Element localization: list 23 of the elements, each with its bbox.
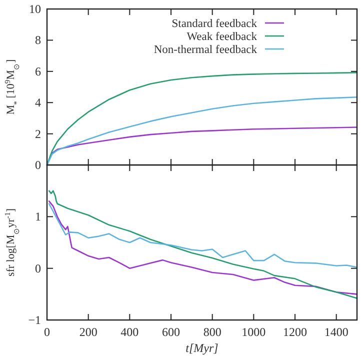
x-tick-label: 0	[44, 325, 50, 339]
y-tick-label: 0	[35, 158, 41, 172]
y-tick-label: 8	[35, 33, 41, 48]
x-axis-title: t[Myr]	[186, 341, 219, 355]
y-tick-label: −1	[28, 313, 41, 327]
legend-label: Non-thermal feedback	[154, 44, 258, 56]
x-tick-label: 1000	[242, 325, 266, 339]
line-series	[46, 96, 358, 166]
x-tick-label: 1200	[283, 325, 307, 339]
y-tick-label: 10	[29, 2, 41, 16]
legend-label: Standard feedback	[172, 18, 258, 30]
x-tick-label: 400	[120, 325, 139, 339]
y-tick-label: 1	[35, 210, 41, 224]
legend-label: Weak feedback	[186, 31, 258, 43]
y-tick-label: 6	[35, 64, 41, 78]
x-tick-label: 1400	[324, 325, 348, 339]
line-series	[48, 203, 358, 268]
y-tick-label: 0	[35, 261, 41, 276]
x-tick-label: 800	[203, 325, 222, 339]
x-tick-label: 200	[79, 325, 98, 339]
y-tick-label: 4	[35, 96, 41, 110]
x-tick-label: 600	[162, 325, 180, 339]
y-tick-label: 2	[35, 126, 41, 141]
